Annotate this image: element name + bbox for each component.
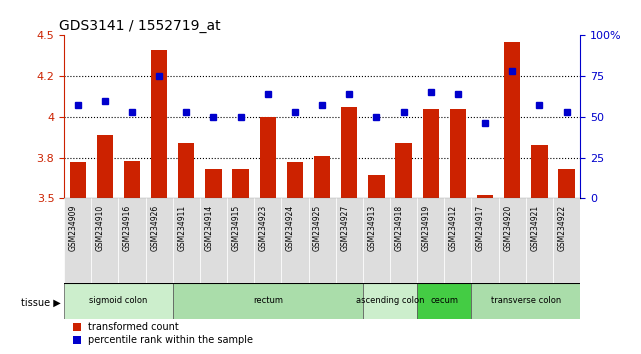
Text: GSM234925: GSM234925 xyxy=(313,205,322,251)
Bar xyxy=(91,198,119,283)
Text: GSM234923: GSM234923 xyxy=(259,205,268,251)
Bar xyxy=(200,198,227,283)
Bar xyxy=(227,198,254,283)
Text: GSM234913: GSM234913 xyxy=(367,205,376,251)
Bar xyxy=(417,283,472,319)
Text: GSM234916: GSM234916 xyxy=(123,205,132,251)
Bar xyxy=(369,176,385,198)
Text: sigmoid colon: sigmoid colon xyxy=(89,296,147,306)
Bar xyxy=(336,198,363,283)
Bar xyxy=(281,198,308,283)
Text: ascending colon: ascending colon xyxy=(356,296,424,306)
Bar xyxy=(172,283,363,319)
Bar xyxy=(69,162,86,198)
Text: GSM234927: GSM234927 xyxy=(340,205,349,251)
Bar xyxy=(205,169,222,198)
Bar xyxy=(444,198,472,283)
Bar xyxy=(472,198,499,283)
Text: rectum: rectum xyxy=(253,296,283,306)
Bar xyxy=(314,156,330,198)
Bar xyxy=(146,198,172,283)
Text: GSM234922: GSM234922 xyxy=(558,205,567,251)
Text: GDS3141 / 1552719_at: GDS3141 / 1552719_at xyxy=(59,19,221,33)
Text: GSM234917: GSM234917 xyxy=(476,205,485,251)
Bar xyxy=(395,143,412,198)
Text: transverse colon: transverse colon xyxy=(490,296,561,306)
Bar xyxy=(97,135,113,198)
Text: GSM234921: GSM234921 xyxy=(530,205,539,251)
Bar xyxy=(233,169,249,198)
Bar xyxy=(422,109,439,198)
Bar xyxy=(64,198,91,283)
Bar xyxy=(526,198,553,283)
Text: GSM234909: GSM234909 xyxy=(69,205,78,251)
Text: GSM234911: GSM234911 xyxy=(178,205,187,251)
Bar xyxy=(499,198,526,283)
Text: GSM234910: GSM234910 xyxy=(96,205,105,251)
Bar xyxy=(450,109,466,198)
Bar xyxy=(417,198,444,283)
Bar xyxy=(151,50,167,198)
Bar xyxy=(477,195,493,198)
Bar xyxy=(254,198,281,283)
Text: GSM234918: GSM234918 xyxy=(395,205,404,251)
Text: cecum: cecum xyxy=(430,296,458,306)
Text: GSM234920: GSM234920 xyxy=(503,205,512,251)
Legend: transformed count, percentile rank within the sample: transformed count, percentile rank withi… xyxy=(69,319,257,349)
Text: GSM234924: GSM234924 xyxy=(286,205,295,251)
Text: GSM234915: GSM234915 xyxy=(231,205,240,251)
Bar xyxy=(287,162,303,198)
Bar xyxy=(341,107,358,198)
Text: GSM234919: GSM234919 xyxy=(422,205,431,251)
Text: GSM234914: GSM234914 xyxy=(204,205,213,251)
Bar xyxy=(531,144,547,198)
Bar xyxy=(553,198,580,283)
Bar xyxy=(558,169,575,198)
Bar xyxy=(504,42,520,198)
Text: tissue ▶: tissue ▶ xyxy=(21,298,61,308)
Bar xyxy=(363,198,390,283)
Bar xyxy=(363,283,417,319)
Bar xyxy=(64,283,172,319)
Text: GSM234912: GSM234912 xyxy=(449,205,458,251)
Bar xyxy=(308,198,336,283)
Bar xyxy=(472,283,580,319)
Bar xyxy=(260,117,276,198)
Bar xyxy=(172,198,200,283)
Bar xyxy=(119,198,146,283)
Bar xyxy=(124,161,140,198)
Text: GSM234926: GSM234926 xyxy=(150,205,159,251)
Bar xyxy=(178,143,194,198)
Bar xyxy=(390,198,417,283)
